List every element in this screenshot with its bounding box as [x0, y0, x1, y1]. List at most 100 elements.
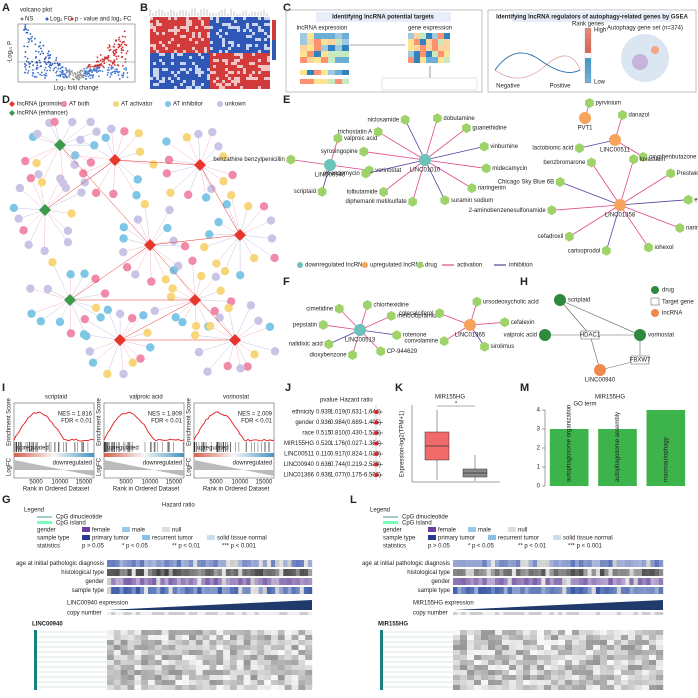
methylation-cell: [607, 635, 615, 640]
panel-label: A: [2, 2, 10, 14]
methylation-cell: [243, 685, 251, 690]
methylation-cell: [127, 635, 135, 640]
heat-cell: [219, 41, 222, 44]
heat-cell: [177, 71, 180, 74]
methylation-cell: [453, 660, 461, 665]
x-tick-label: 5000: [29, 480, 43, 486]
point: [114, 68, 117, 71]
heat-cell: [159, 65, 162, 68]
gene-node: [218, 152, 228, 161]
heat-cell: [261, 56, 264, 59]
track-cell: [516, 569, 521, 576]
heat-cell: [234, 86, 237, 89]
methylation-cell: [523, 685, 531, 690]
heat-cell: [195, 83, 198, 86]
edge: [166, 141, 201, 166]
methylation-cell: [453, 680, 461, 685]
heat-cell: [258, 56, 261, 59]
heat-cell: [228, 35, 231, 38]
matrix-cell: [307, 39, 314, 45]
cn-cell: [205, 612, 210, 615]
cn-cell: [250, 612, 255, 615]
methylation-cell: [127, 630, 135, 635]
methylation-cell: [628, 685, 636, 690]
methylation-cell: [141, 675, 149, 680]
methylation-cell: [168, 635, 176, 640]
cn-cell: [646, 612, 651, 615]
methylation-cell: [271, 675, 279, 680]
heat-cell: [213, 20, 216, 23]
methylation-cell: [230, 635, 238, 640]
heat-cell: [234, 74, 237, 77]
heat-cell: [216, 20, 219, 23]
gene-node: [9, 203, 19, 213]
edge: [591, 162, 621, 206]
point: [55, 56, 58, 59]
gene-node: [119, 234, 128, 243]
point: [25, 64, 28, 67]
cn-cell: [197, 612, 202, 615]
heat-cell: [237, 50, 240, 53]
heat-cell: [252, 77, 255, 80]
methylation-cell: [628, 640, 636, 645]
heat-cell: [258, 35, 261, 38]
expression-bar: [107, 600, 312, 610]
track-cell: [654, 587, 659, 594]
gene-node: [40, 246, 49, 256]
drug-node: [333, 133, 343, 144]
heat-cell: [213, 65, 216, 68]
heat-cell: [222, 47, 225, 50]
track-cell: [503, 560, 508, 567]
legend-swatch: [37, 521, 52, 524]
track-cell: [164, 560, 169, 567]
drug-node: [440, 195, 450, 206]
drug-label: trichostatin A: [338, 129, 372, 135]
heat-cell: [183, 62, 186, 65]
heat-cell: [228, 29, 231, 32]
point: [125, 67, 128, 69]
heat-cell: [219, 47, 222, 50]
heat-cell: [198, 35, 201, 38]
methylation-cell: [141, 630, 149, 635]
matrix-cell: [300, 70, 307, 75]
track-cell: [271, 578, 276, 585]
matrix-cell: [328, 39, 335, 45]
methylation-cell: [209, 655, 217, 660]
methylation-cell: [271, 650, 279, 655]
cn-cell: [566, 612, 571, 615]
point: [44, 77, 46, 79]
point: [48, 65, 51, 68]
x-tick-label: 10000: [232, 480, 249, 486]
methylation-cell: [649, 650, 657, 655]
cn-cell: [230, 612, 235, 615]
methylation-cell: [250, 650, 258, 655]
heat-cell: [219, 77, 222, 80]
point: [115, 70, 118, 73]
cn-cell: [225, 612, 231, 615]
point: [108, 46, 111, 48]
heat-cell: [243, 17, 246, 20]
heat-cell: [237, 23, 240, 26]
edge: [424, 118, 438, 161]
gene-node: [103, 305, 113, 315]
edge: [323, 324, 361, 331]
row-label: ethnicity: [292, 410, 314, 416]
methylation-cell: [127, 680, 135, 685]
heat-cell: [186, 20, 189, 23]
gene-node: [219, 177, 228, 186]
track-cell: [111, 578, 116, 585]
drug-label: colecalciferol: [399, 311, 434, 317]
methylation-cell: [284, 630, 292, 635]
heat-cell: [237, 20, 240, 23]
methylation-cell: [586, 660, 594, 665]
point: [120, 49, 123, 52]
track-cell: [650, 578, 655, 585]
methylation-cell: [635, 680, 643, 685]
track-cell: [646, 569, 651, 576]
heat-cell: [189, 23, 192, 26]
methylation-cell: [107, 670, 115, 675]
edge: [69, 299, 101, 318]
point: [40, 47, 42, 50]
methylation-cell: [586, 680, 594, 685]
